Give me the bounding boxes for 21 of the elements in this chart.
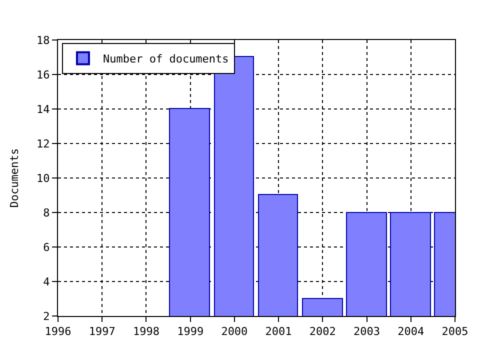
y-tick-label: 16 <box>36 68 50 82</box>
y-axis-title: Documents <box>8 148 22 208</box>
x-tick-label: 2004 <box>398 325 425 338</box>
y-tick-label: 2 <box>43 310 50 323</box>
y-tick-label: 8 <box>43 206 50 220</box>
x-tick-label: 1999 <box>177 325 204 338</box>
legend-label: Number of documents <box>102 52 229 66</box>
x-tick-label: 2000 <box>221 325 248 338</box>
x-tick-label: 2001 <box>265 325 292 338</box>
x-tick-label: 1998 <box>132 325 160 338</box>
y-tick-label: 10 <box>36 172 50 185</box>
x-tick-label: 1996 <box>44 325 72 338</box>
y-tick-label: 18 <box>36 34 50 47</box>
x-tick-label: 2002 <box>309 325 336 338</box>
y-tick-label: 6 <box>43 240 50 254</box>
x-tick-label: 1997 <box>88 325 116 338</box>
y-tick-label: 12 <box>36 137 50 150</box>
x-tick-label: 2005 <box>442 325 468 338</box>
y-tick-label: 14 <box>36 102 50 116</box>
y-tick-label: 4 <box>43 275 50 288</box>
x-tick-label: 2003 <box>354 325 380 338</box>
